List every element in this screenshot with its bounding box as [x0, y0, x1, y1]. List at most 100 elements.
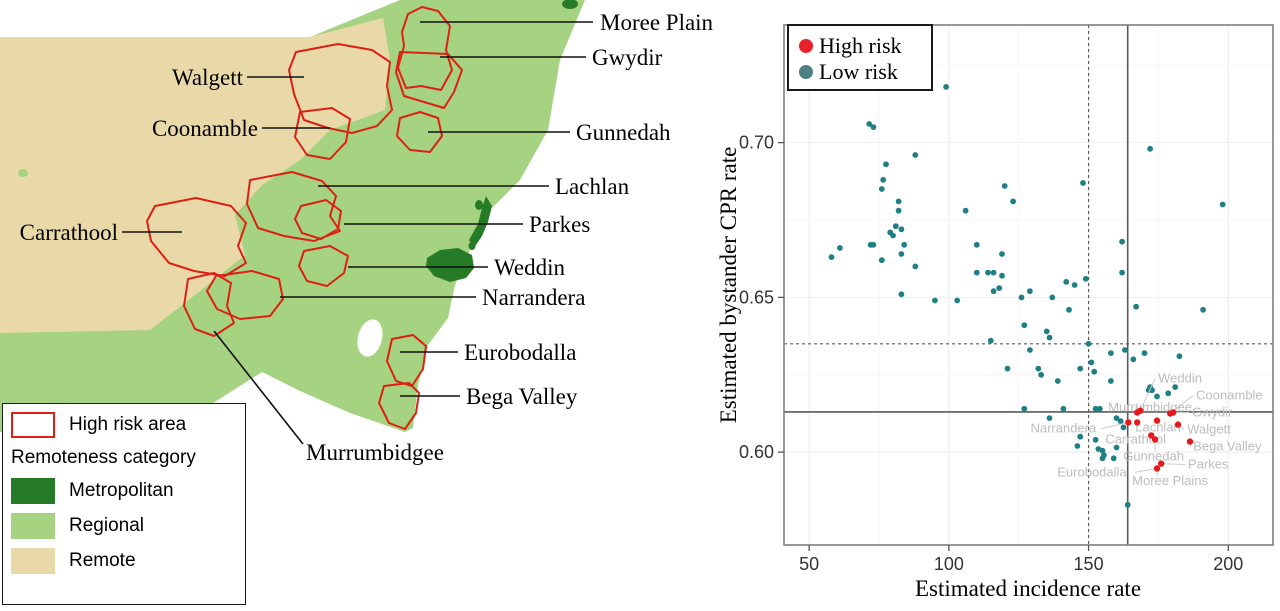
data-point-high-risk	[1153, 465, 1161, 472]
label-narrandera: Narrandera	[482, 285, 585, 310]
data-point-low-risk	[1038, 371, 1044, 378]
scatter-plot: Weddin Coonamble Murrumbidgee Gwydir Narrand…	[716, 24, 1274, 601]
data-point-low-risk	[1176, 353, 1183, 360]
data-point-low-risk	[1113, 415, 1120, 421]
data-point-low-risk	[1165, 390, 1172, 397]
region-coonamble	[294, 107, 351, 160]
point-label-weddin: Weddin	[1158, 370, 1202, 385]
region-carrathool	[146, 197, 247, 277]
nsw-map: Moree Plain Gwydir Walgett Coonamble Gun…	[0, 0, 714, 465]
data-point-low-risk	[1088, 359, 1095, 366]
data-point-low-risk	[1077, 365, 1084, 372]
data-point-high-risk	[1174, 421, 1182, 428]
high-risk-legend-dot	[799, 39, 813, 53]
data-point-low-risk	[1120, 424, 1127, 431]
data-point-low-risk	[1119, 238, 1125, 245]
data-point-low-risk	[1021, 405, 1028, 412]
label-parkes: Parkes	[529, 212, 590, 237]
data-point-low-risk	[1108, 378, 1114, 384]
low-risk-points-layer	[828, 84, 1226, 508]
data-point-low-risk	[1130, 356, 1137, 363]
data-point-low-risk	[1035, 365, 1042, 372]
data-point-low-risk	[954, 297, 961, 304]
remote-swatch	[11, 548, 55, 574]
data-point-high-risk	[1151, 436, 1159, 443]
regional-swatch	[11, 513, 55, 539]
grid-layer	[784, 25, 1273, 545]
data-point-low-risk	[898, 226, 905, 233]
data-point-low-risk	[1172, 384, 1179, 390]
data-point-low-risk	[999, 251, 1005, 257]
regional-label: Regional	[69, 515, 144, 536]
x-tick-label: 100	[934, 554, 964, 574]
label-lachlan: Lachlan	[555, 174, 630, 199]
metropolitan-label: Metropolitan	[69, 480, 174, 501]
point-label-lachlan: Lachlan	[1135, 419, 1181, 434]
data-point-low-risk	[990, 269, 997, 276]
label-weddin: Weddin	[494, 255, 565, 280]
data-point-low-risk	[1046, 334, 1053, 341]
point-label-walgett: Walgett	[1187, 422, 1231, 437]
data-point-low-risk	[1046, 415, 1053, 421]
data-point-low-risk	[1082, 275, 1089, 282]
y-tick-label: 0.65	[739, 287, 774, 307]
lake	[357, 319, 383, 357]
label-eurobodalla: Eurobodalla	[464, 340, 576, 365]
map-metropolitan-patches	[426, 0, 578, 282]
point-label-murrumbidgee: Murrumbidgee	[1108, 400, 1192, 415]
plot-legend: High risk Low risk	[787, 24, 933, 91]
remoteness-legend-title: Remoteness category	[11, 447, 196, 468]
data-point-low-risk	[1071, 282, 1078, 288]
data-point-low-risk	[878, 186, 885, 192]
data-point-low-risk	[898, 291, 905, 298]
data-point-low-risk	[1085, 340, 1092, 347]
label-carrathool: Carrathool	[20, 220, 118, 245]
high-risk-legend-label: High risk area	[69, 414, 187, 435]
y-axis-title: Estimated bystander CPR rate	[716, 147, 741, 424]
label-gunnedah: Gunnedah	[576, 120, 671, 145]
data-point-low-risk	[1077, 433, 1084, 440]
high-risk-swatch	[11, 412, 55, 438]
data-point-low-risk	[996, 285, 1003, 291]
data-point-low-risk	[973, 241, 980, 248]
data-point-low-risk	[1080, 180, 1086, 186]
region-bega-valley	[378, 382, 420, 430]
data-point-high-risk	[1137, 407, 1144, 414]
label-gwydir: Gwydir	[592, 45, 663, 70]
data-point-low-risk	[1010, 198, 1016, 205]
low-risk-legend-dot	[799, 65, 813, 79]
metropolitan-swatch	[11, 478, 55, 504]
data-point-low-risk	[837, 245, 843, 251]
high-risk-points-layer	[1125, 407, 1194, 472]
data-point-low-risk	[1122, 347, 1128, 353]
point-label-narrandera: Narrandera	[1030, 421, 1097, 436]
point-label-bega-valley: Bega Valley	[1193, 439, 1262, 454]
data-point-low-risk	[890, 232, 896, 239]
data-point-low-risk	[1027, 347, 1033, 353]
region-gunnedah	[396, 111, 443, 153]
plot-panel-border	[783, 24, 1274, 546]
data-point-low-risk	[1004, 365, 1011, 372]
data-point-low-risk	[912, 152, 919, 158]
leader-line	[1161, 463, 1186, 466]
region-walgett	[288, 43, 393, 134]
data-point-low-risk	[999, 272, 1005, 279]
data-point-high-risk	[1134, 419, 1141, 426]
data-point-low-risk	[901, 241, 908, 248]
data-point-low-risk	[1200, 306, 1206, 313]
y-tick-label: 0.70	[739, 133, 774, 153]
point-label-gwydir: Gwydir	[1192, 405, 1233, 420]
data-point-low-risk	[987, 337, 994, 344]
region-lachlan	[246, 171, 341, 242]
data-point-low-risk	[985, 269, 991, 276]
data-point-low-risk	[1108, 350, 1114, 356]
leader-line	[1139, 378, 1156, 411]
data-point-low-risk	[1141, 350, 1148, 356]
point-label-parkes: Parkes	[1188, 457, 1229, 472]
label-coonamble: Coonamble	[152, 116, 258, 141]
label-walgett: Walgett	[172, 65, 244, 90]
high-risk-outlines	[146, 6, 463, 430]
point-label-gunnedah: Gunnedah	[1123, 448, 1184, 463]
plot-panel	[784, 25, 1273, 545]
data-point-low-risk	[883, 161, 889, 168]
